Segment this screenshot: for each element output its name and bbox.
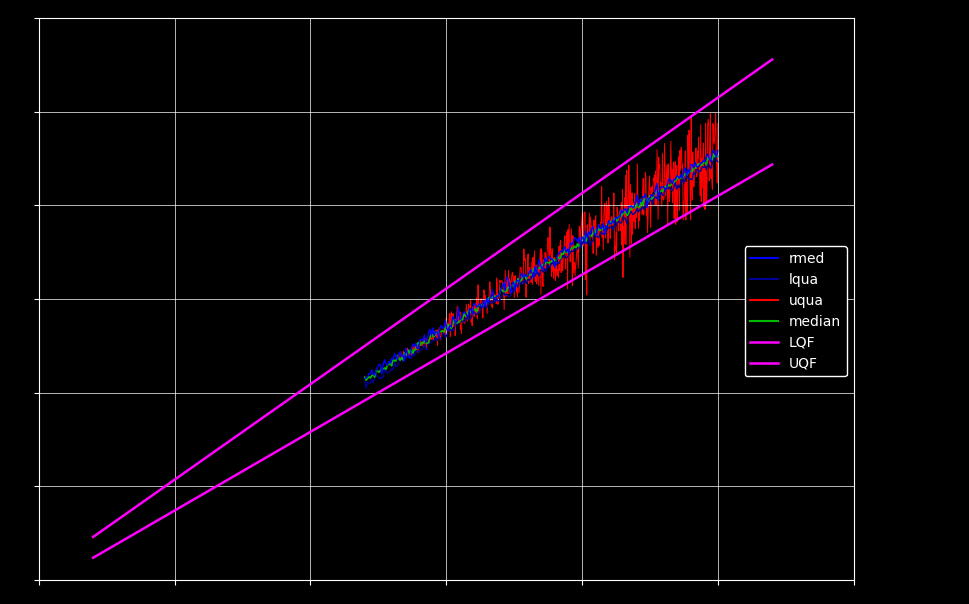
Legend: rmed, lqua, uqua, median, LQF, UQF: rmed, lqua, uqua, median, LQF, UQF bbox=[744, 246, 846, 376]
